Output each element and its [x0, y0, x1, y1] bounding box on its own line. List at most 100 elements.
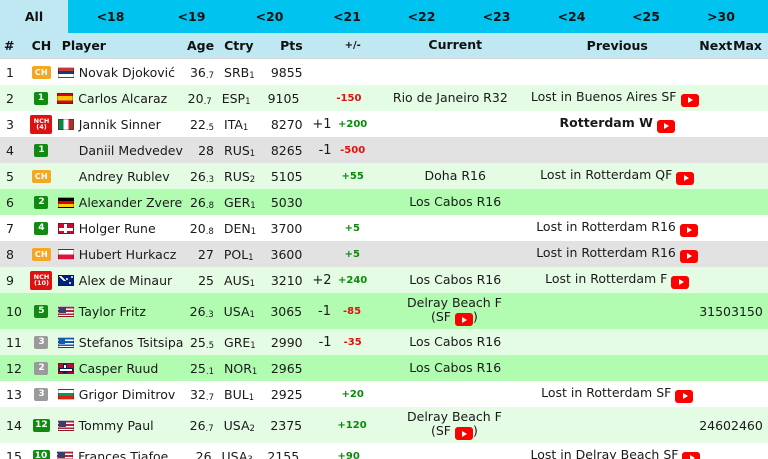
player-cell[interactable]: Jannik Sinner — [57, 116, 184, 132]
player-name[interactable]: Hubert Hurkacz — [78, 246, 177, 262]
career-high-badge: CH — [31, 247, 51, 261]
player-cell[interactable]: Alex de Minaur — [57, 272, 184, 288]
tab-under25[interactable]: <25 — [632, 9, 660, 24]
career-high-cell: 2 — [25, 361, 58, 375]
player-name[interactable]: Alexander Zverev — [78, 194, 184, 210]
table-row[interactable]: 7 4 Holger Rune 20.8 DEN1 3700 +5 Lost in Rotte… — [0, 215, 768, 241]
player-cell[interactable]: Casper Ruud — [57, 360, 184, 376]
age-filter-tabbar[interactable]: All <18 <19 <20 <21 <22 <23 <24 <25 >30 >35 — [0, 0, 768, 33]
country-cell: POL1 — [220, 246, 262, 263]
tab-All[interactable]: All — [0, 0, 68, 33]
player-name[interactable]: Stefanos Tsitsipas — [78, 334, 184, 350]
career-high-cell: 1 — [25, 143, 58, 157]
previous-result-cell: Rotterdam W — [537, 115, 698, 133]
career-high-cell: NCH (4) — [25, 114, 58, 134]
header-max[interactable]: Max — [733, 38, 762, 53]
age-cell: 26.7 — [183, 418, 220, 434]
table-row[interactable]: 12 2 Casper Ruud 25.1 NOR1 2965 Los Cabos R16 — [0, 355, 768, 381]
age-cell: 25.5 — [183, 335, 220, 351]
table-row[interactable]: 3 NCH (4) Jannik Sinner 22.5 ITA1 8270 +1 +200 Ro… — [0, 111, 768, 137]
player-cell[interactable]: Novak Djoković — [57, 64, 184, 80]
country-code: POL — [223, 246, 249, 262]
header-next[interactable]: Next — [699, 38, 733, 53]
table-row[interactable]: 13 3 Grigor Dimitrov 32.7 BUL1 2925 +20 Lost in… — [0, 381, 768, 407]
youtube-play-icon[interactable] — [679, 223, 698, 237]
player-name[interactable]: Grigor Dimitrov — [78, 386, 176, 402]
player-name[interactable]: Daniil Medvedev — [78, 142, 183, 158]
player-cell[interactable]: Carlos Alcaraz — [57, 91, 181, 106]
country-rank: 1 — [249, 70, 255, 81]
player-cell[interactable]: Stefanos Tsitsipas — [57, 334, 184, 350]
player-cell[interactable]: Daniil Medvedev — [58, 143, 184, 158]
youtube-play-icon[interactable] — [671, 275, 690, 289]
header-current[interactable]: Current — [428, 37, 483, 53]
youtube-play-icon[interactable] — [679, 249, 698, 263]
table-row[interactable]: 11 3 Stefanos Tsitsipas 25.5 GRE1 2990 -1 -35 Lo… — [0, 329, 768, 355]
player-name[interactable]: Novak Djoković — [78, 64, 175, 80]
country-rank: 1 — [250, 226, 257, 237]
player-name[interactable]: Andrey Rublev — [78, 168, 170, 184]
player-name[interactable]: Frances Tiafoe — [78, 448, 169, 459]
tab-under18[interactable]: <18 — [96, 9, 125, 24]
current-tournament-name: Delray Beach F — [407, 294, 502, 310]
player-name[interactable]: Taylor Fritz — [78, 303, 146, 319]
player-name[interactable]: Jannik Sinner — [78, 116, 161, 132]
tab-under23[interactable]: <23 — [482, 9, 511, 24]
player-name[interactable]: Casper Ruud — [78, 360, 159, 376]
header-change[interactable]: +/- — [344, 40, 361, 51]
player-cell[interactable]: Hubert Hurkacz — [57, 246, 183, 262]
country-flag-icon — [57, 450, 74, 459]
table-row[interactable]: 1 CH Novak Djoković 36.7 SRB1 9855 — [0, 59, 768, 85]
age-cell: 25.1 — [183, 361, 220, 377]
country-rank: 1 — [249, 148, 256, 159]
player-cell[interactable]: Grigor Dimitrov — [57, 386, 184, 402]
country-cell: AUS1 — [220, 273, 262, 289]
youtube-play-icon[interactable] — [675, 389, 694, 403]
youtube-play-icon[interactable] — [455, 427, 473, 441]
table-row[interactable]: 8 CH Hubert Hurkacz 27 POL1 3600 +5 Lost in Rot… — [0, 241, 768, 267]
header-ch[interactable]: CH — [31, 38, 52, 53]
tab-over35[interactable]: >35 — [758, 0, 768, 33]
player-name[interactable]: Carlos Alcaraz — [78, 90, 168, 106]
country-cell: BUL1 — [220, 387, 262, 403]
table-row[interactable]: 2 1 Carlos Alcaraz 20.7 ESP1 9105 -150 Rio de J… — [0, 85, 768, 111]
player-name[interactable]: Tommy Paul — [78, 417, 154, 433]
youtube-play-icon[interactable] — [656, 119, 675, 133]
player-cell[interactable]: Taylor Fritz — [57, 303, 183, 319]
player-cell[interactable]: Frances Tiafoe — [57, 449, 181, 459]
tab-under24[interactable]: <24 — [557, 9, 586, 24]
header-rank[interactable]: # — [4, 38, 15, 53]
table-row[interactable]: 15 10 Frances Tiafoe 26 USA3 2155 +90 Lost in D… — [0, 443, 768, 459]
previous-result-text: Rotterdam W — [559, 115, 653, 131]
table-row[interactable]: 4 1 Daniil Medvedev 28 RUS1 8265 -1 -500 — [0, 137, 768, 163]
table-row[interactable]: 9 NCH (10) Alex de Minaur 25 AUS1 3210 +2 +240 Lo… — [0, 267, 768, 293]
header-country[interactable]: Ctry — [224, 38, 254, 53]
youtube-play-icon[interactable] — [680, 93, 699, 107]
header-player[interactable]: Player — [61, 38, 106, 53]
youtube-play-icon[interactable] — [682, 451, 701, 459]
player-name[interactable]: Holger Rune — [78, 220, 156, 236]
table-row[interactable]: 14 12 Tommy Paul 26.7 USA2 2375 +120 Delray Bea… — [0, 407, 768, 443]
player-name[interactable]: Alex de Minaur — [78, 272, 173, 288]
points-cell: 9105 — [267, 90, 300, 106]
header-previous[interactable]: Previous — [586, 38, 648, 53]
player-cell[interactable]: Andrey Rublev — [58, 169, 184, 184]
player-cell[interactable]: Tommy Paul — [57, 417, 183, 433]
youtube-play-icon[interactable] — [455, 313, 473, 327]
country-flag-icon — [57, 196, 74, 208]
table-row[interactable]: 10 5 Taylor Fritz 26.3 USA1 3065 -1 -85 Delray B… — [0, 293, 768, 329]
header-age[interactable]: Age — [186, 38, 215, 53]
tab-under21[interactable]: <21 — [333, 9, 361, 24]
tab-under20[interactable]: <20 — [255, 9, 284, 24]
points-cell: 2925 — [270, 386, 303, 402]
youtube-play-icon[interactable] — [676, 171, 695, 185]
table-row[interactable]: 6 2 Alexander Zverev 26.8 GER1 5030 Los Cabos … — [0, 189, 768, 215]
header-points[interactable]: Pts — [280, 38, 303, 53]
table-row[interactable]: 5 CH Andrey Rublev 26.3 RUS2 5105 +55 Doha R16 L… — [0, 163, 768, 189]
tab-over30[interactable]: >30 — [707, 9, 735, 24]
player-cell[interactable]: Holger Rune — [57, 220, 183, 236]
tab-under22[interactable]: <22 — [407, 9, 436, 24]
age-decimal: .3 — [205, 174, 215, 185]
player-cell[interactable]: Alexander Zverev — [57, 194, 184, 210]
tab-under19[interactable]: <19 — [177, 9, 206, 24]
